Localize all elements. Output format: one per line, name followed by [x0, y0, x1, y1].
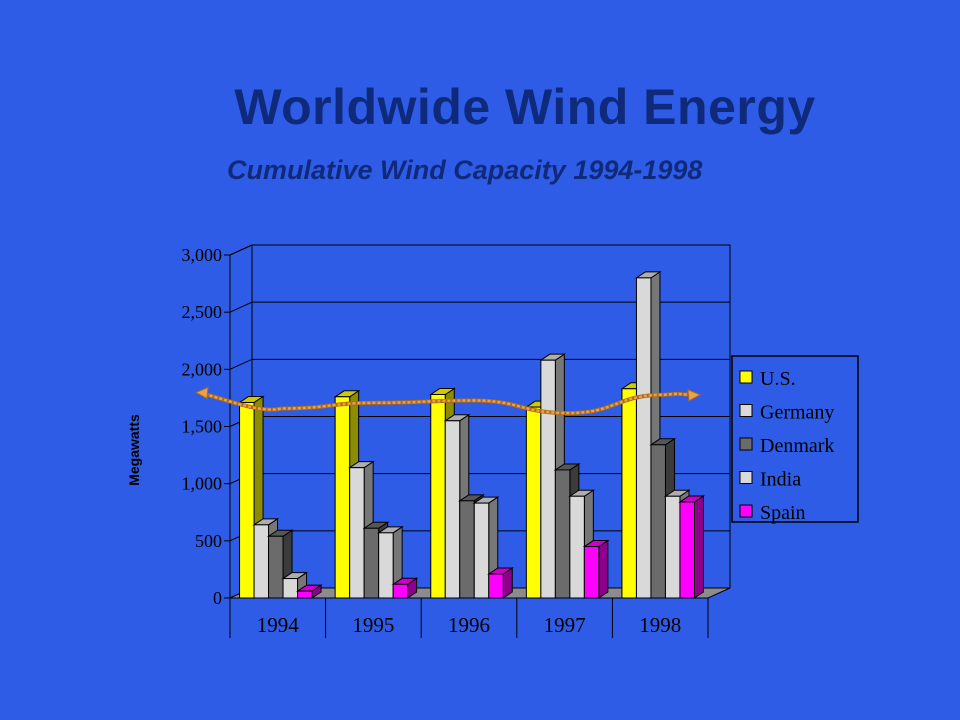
- legend: U.S. Germany Denmark India Spain: [731, 355, 859, 524]
- x-tick-label: 1995: [352, 613, 394, 637]
- bar-front: [635, 277, 652, 599]
- bar-front: [363, 527, 380, 599]
- legend-box: [731, 355, 859, 523]
- gridline: [229, 358, 730, 370]
- bar-front: [488, 573, 504, 599]
- bar-front: [459, 500, 475, 599]
- y-tick-label: 1,500: [182, 417, 223, 437]
- bar-front: [554, 469, 571, 599]
- bar-front: [268, 535, 284, 599]
- x-tick-label: 1998: [639, 613, 681, 637]
- legend-label: India: [760, 469, 801, 491]
- bar-front: [253, 524, 270, 599]
- bar-front: [282, 578, 299, 599]
- bar-front: [664, 495, 681, 599]
- y-tick-label: 500: [195, 531, 222, 551]
- trend-arrow-right: [687, 388, 702, 402]
- legend-swatch: [739, 404, 753, 417]
- bar-front: [297, 590, 313, 599]
- y-tick-label: 2,000: [182, 359, 223, 379]
- y-tick-label: 3,000: [182, 245, 223, 265]
- x-tick-label: 1996: [448, 613, 490, 637]
- slide-subtitle: Cumulative Wind Capacity 1994-1998: [227, 155, 703, 185]
- axes: 0 500 1,000 1,500 2,000 2,500 3,000 1994 1995 199…: [182, 245, 709, 638]
- trend-line-path: [199, 391, 697, 415]
- bar: [487, 567, 514, 599]
- y-tick-label: 1,000: [182, 474, 223, 494]
- bar-front: [650, 444, 666, 599]
- bar-front: [473, 502, 490, 599]
- legend-swatch: [739, 370, 753, 384]
- bar-front: [430, 393, 446, 599]
- slide-title: Worldwide Wind Energy: [234, 79, 816, 135]
- legend-swatch: [739, 471, 753, 484]
- legend-swatch: [739, 437, 753, 451]
- bar-front: [540, 359, 556, 599]
- gridline: [229, 301, 730, 313]
- bar-front: [334, 396, 351, 599]
- trend-line: [194, 386, 702, 416]
- bar-side: [693, 495, 704, 599]
- bar-front: [239, 401, 255, 599]
- legend-label: Denmark: [760, 435, 834, 457]
- y-tick-label: 0: [213, 588, 222, 608]
- bar-front: [621, 388, 637, 599]
- legend-label: Germany: [760, 402, 834, 424]
- y-tick-label: 2,500: [182, 302, 223, 322]
- trend-arrow-left: [194, 386, 209, 400]
- bar: [678, 495, 706, 599]
- legend-label: U.S.: [760, 368, 796, 390]
- gridline: [229, 244, 730, 256]
- bars: [237, 270, 706, 599]
- bar-front: [525, 406, 542, 599]
- bar-front: [392, 583, 409, 599]
- x-tick-label: 1994: [257, 613, 300, 637]
- y-axis-label: Megawatts: [126, 414, 142, 486]
- bar-front: [378, 532, 394, 599]
- bar-front: [583, 546, 600, 599]
- bar-front: [569, 495, 585, 599]
- bar-front: [444, 420, 461, 599]
- bar-front: [679, 501, 695, 599]
- bar-front: [349, 467, 365, 599]
- legend-label: Spain: [760, 502, 806, 524]
- bar-side: [598, 539, 609, 599]
- legend-swatch: [739, 504, 753, 518]
- bar: [391, 577, 419, 599]
- x-tick-label: 1997: [544, 613, 586, 637]
- bar: [582, 539, 610, 599]
